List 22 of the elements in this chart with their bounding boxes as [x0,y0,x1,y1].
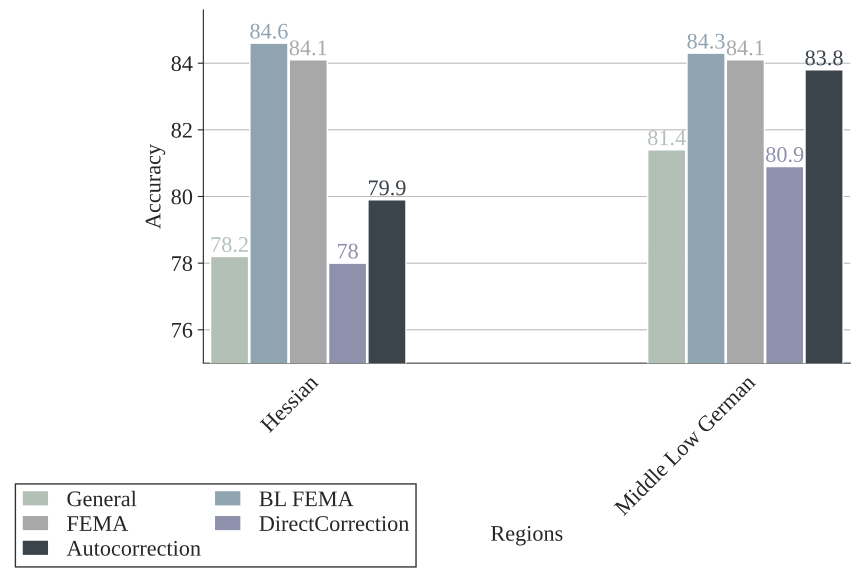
y-tick-label: 78 [172,256,192,272]
legend-label: FEMA [67,516,128,531]
legend-label: DirectCorrection [259,516,410,532]
data-label: 80.9 [766,146,804,162]
data-label: 84.1 [290,40,326,56]
data-label: 84.1 [726,40,764,56]
data-label: 84.6 [250,24,288,39]
data-label: 79.9 [368,180,406,196]
legend-label: BL FEMA [259,491,354,506]
data-label: 81.4 [648,130,686,146]
y-axis-title: Accuracy [146,144,166,229]
data-label: 84.3 [687,34,725,49]
legend-label: General [67,490,136,506]
data-label: 78.2 [212,236,248,252]
x-axis-title: Regions [491,526,562,546]
y-tick-label: 76 [172,322,192,338]
y-tick-label: 80 [172,189,192,204]
data-label: 78 [338,244,358,259]
y-tick-label: 82 [172,122,192,138]
y-tick-label: 84 [172,56,193,72]
legend-label: Autocorrection [66,540,201,556]
data-label: 83.8 [805,50,843,66]
